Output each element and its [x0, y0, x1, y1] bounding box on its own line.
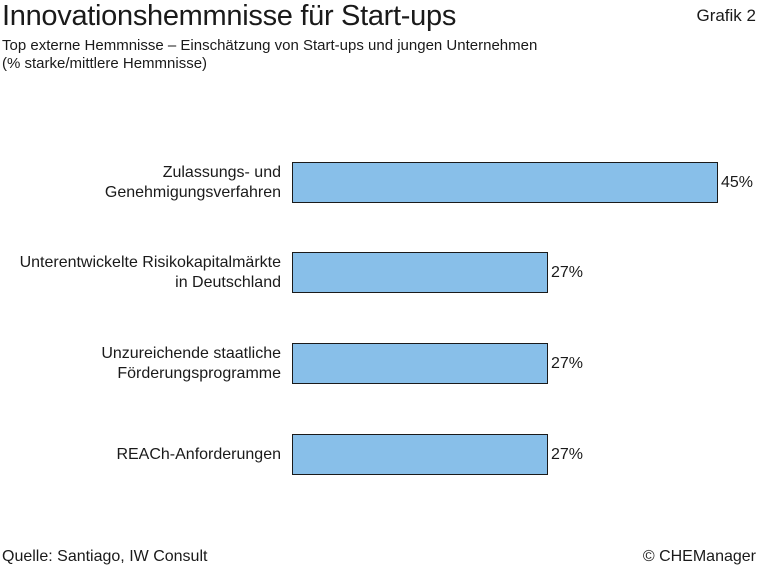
subtitle-line-2: (% starke/mittlere Hemmnisse) — [2, 55, 208, 72]
value-label-4: 27% — [551, 446, 583, 463]
category-label-3: Unzureichende staatliche Förderungsprogra… — [101, 345, 281, 382]
bar-3 — [292, 343, 548, 384]
value-label-2: 27% — [551, 264, 583, 281]
category-label-4: REACh-Anforderungen — [116, 446, 281, 463]
value-label-1: 45% — [721, 174, 753, 191]
copyright-note: © CHEManager — [642, 548, 756, 565]
subtitle-line-1: Top externe Hemmnisse – Einschätzung von… — [2, 37, 538, 54]
source-note: Quelle: Santiago, IW Consult — [2, 548, 208, 565]
figure-number: Grafik 2 — [696, 6, 756, 25]
category-label-2: Unterentwickelte Risikokapitalmärkte in D… — [20, 254, 282, 291]
value-label-3: 27% — [551, 355, 583, 372]
bar-1 — [292, 162, 718, 203]
bar-4 — [292, 434, 548, 475]
bar-2 — [292, 252, 548, 293]
chart-title: Innovationshemmnisse für Start-ups — [2, 0, 457, 32]
chart-subtitle: Top externe Hemmnisse – Einschätzung von… — [2, 37, 742, 73]
category-label-1: Zulassungs- und Genehmigungsverfahren — [105, 164, 281, 201]
